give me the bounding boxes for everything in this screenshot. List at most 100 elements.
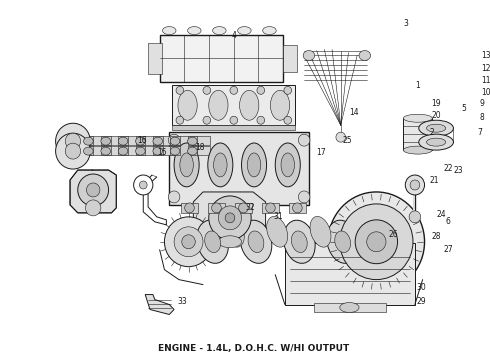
Text: 27: 27 — [444, 245, 453, 254]
Ellipse shape — [101, 147, 111, 155]
Ellipse shape — [426, 138, 446, 146]
Bar — [169, 132, 309, 205]
Bar — [188, 136, 197, 145]
Ellipse shape — [263, 27, 276, 35]
Text: 3: 3 — [403, 19, 408, 28]
Ellipse shape — [153, 137, 163, 145]
Ellipse shape — [205, 231, 220, 253]
Ellipse shape — [182, 235, 196, 249]
Ellipse shape — [270, 90, 290, 120]
Bar — [262, 203, 279, 213]
Text: ENGINE - 1.4L, D.O.H.C. W/HI OUTPUT: ENGINE - 1.4L, D.O.H.C. W/HI OUTPUT — [158, 344, 349, 353]
Ellipse shape — [134, 175, 153, 195]
Text: 15: 15 — [157, 148, 167, 157]
Ellipse shape — [359, 50, 370, 60]
Text: 29: 29 — [417, 297, 426, 306]
Ellipse shape — [209, 90, 228, 120]
Text: 8: 8 — [479, 113, 484, 122]
Ellipse shape — [203, 86, 211, 94]
Ellipse shape — [355, 220, 397, 264]
Text: 12: 12 — [481, 64, 490, 73]
Ellipse shape — [340, 302, 359, 312]
Ellipse shape — [136, 137, 145, 145]
Ellipse shape — [174, 227, 203, 257]
Text: 20: 20 — [431, 111, 441, 120]
Ellipse shape — [65, 143, 81, 159]
Ellipse shape — [140, 181, 147, 189]
Ellipse shape — [188, 147, 197, 155]
Ellipse shape — [55, 133, 90, 169]
Ellipse shape — [176, 116, 184, 124]
Ellipse shape — [219, 206, 242, 230]
Text: 26: 26 — [389, 230, 398, 239]
Ellipse shape — [168, 134, 180, 146]
Bar — [285, 243, 415, 305]
Ellipse shape — [55, 123, 90, 159]
Text: 25: 25 — [343, 136, 352, 145]
Ellipse shape — [239, 203, 248, 213]
Text: 23: 23 — [453, 166, 463, 175]
Ellipse shape — [170, 137, 180, 145]
Ellipse shape — [153, 147, 163, 155]
Ellipse shape — [284, 86, 292, 94]
Ellipse shape — [165, 217, 213, 267]
Ellipse shape — [238, 27, 251, 35]
Bar — [170, 136, 180, 145]
Text: 4: 4 — [232, 31, 237, 40]
Ellipse shape — [292, 231, 307, 253]
Text: 17: 17 — [317, 148, 326, 157]
Ellipse shape — [83, 147, 93, 155]
Bar — [283, 45, 297, 72]
Ellipse shape — [225, 213, 235, 223]
Text: 22: 22 — [444, 163, 453, 172]
Ellipse shape — [328, 192, 424, 292]
Ellipse shape — [340, 204, 413, 280]
Bar — [101, 136, 111, 145]
Ellipse shape — [66, 137, 76, 145]
Ellipse shape — [336, 132, 345, 142]
Ellipse shape — [188, 27, 201, 35]
Bar — [289, 203, 306, 213]
Ellipse shape — [426, 124, 446, 132]
Ellipse shape — [419, 134, 453, 150]
Bar — [60, 146, 210, 155]
Bar — [66, 146, 76, 155]
Ellipse shape — [267, 216, 288, 247]
Bar — [136, 146, 145, 155]
Text: 1: 1 — [415, 81, 419, 90]
Ellipse shape — [335, 231, 350, 253]
Bar — [314, 302, 386, 312]
Ellipse shape — [136, 147, 145, 155]
Text: 30: 30 — [417, 283, 427, 292]
Bar — [148, 42, 162, 75]
Bar — [188, 146, 197, 155]
Ellipse shape — [101, 137, 111, 145]
Ellipse shape — [178, 90, 197, 120]
Ellipse shape — [403, 146, 432, 154]
Ellipse shape — [219, 236, 242, 248]
Ellipse shape — [174, 143, 199, 187]
Bar — [83, 136, 93, 145]
Text: 31: 31 — [273, 212, 283, 221]
Text: 18: 18 — [196, 143, 205, 152]
Ellipse shape — [298, 191, 310, 203]
Ellipse shape — [208, 143, 233, 187]
Ellipse shape — [168, 191, 180, 203]
Polygon shape — [194, 192, 266, 245]
Text: 21: 21 — [429, 176, 439, 185]
Ellipse shape — [170, 147, 180, 155]
Ellipse shape — [86, 183, 100, 197]
Ellipse shape — [65, 133, 81, 149]
Ellipse shape — [223, 216, 245, 247]
Ellipse shape — [298, 134, 310, 146]
Bar — [118, 146, 128, 155]
Text: 32: 32 — [245, 203, 255, 212]
Text: 28: 28 — [431, 232, 441, 241]
Text: 13: 13 — [481, 51, 490, 60]
Ellipse shape — [213, 27, 226, 35]
Ellipse shape — [85, 200, 101, 216]
Ellipse shape — [275, 143, 300, 187]
Text: 10: 10 — [481, 88, 490, 97]
Bar — [160, 35, 283, 82]
Ellipse shape — [180, 153, 194, 177]
